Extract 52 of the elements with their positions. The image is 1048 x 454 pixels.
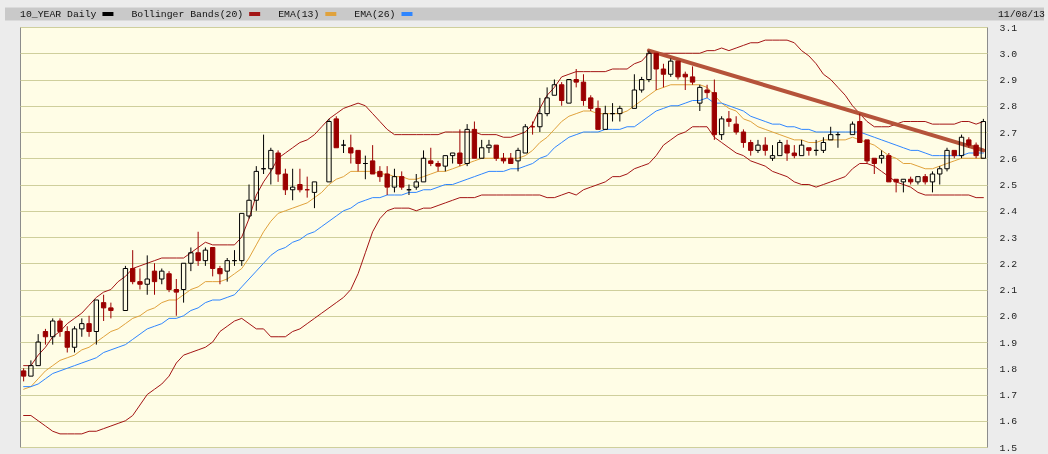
text: 11/08/13 (997, 9, 1046, 20)
candlestick (144, 254, 150, 296)
candlestick (508, 152, 514, 164)
candlestick (86, 315, 92, 338)
candlestick (878, 149, 885, 164)
legend-label: Bollinger Bands(20) (131, 9, 244, 20)
line-series (23, 126, 984, 435)
y-tick-label: 2.0 (999, 311, 1018, 323)
y-tick-label: 1.8 (999, 363, 1018, 375)
candlestick (457, 128, 463, 167)
y-tick-label: 2.3 (999, 232, 1018, 244)
y-tick-label: 2.7 (999, 127, 1018, 139)
candlestick (108, 302, 114, 319)
y-tick-label: 1.6 (999, 416, 1018, 428)
y-tick-label: 1.7 (999, 390, 1018, 401)
candlestick (566, 79, 572, 104)
candlestick (631, 73, 638, 109)
candlestick (369, 144, 376, 175)
y-tick-label: 2.2 (999, 258, 1018, 270)
candlestick (915, 176, 921, 185)
candlestick (646, 50, 652, 83)
candlestick (289, 168, 296, 201)
legend-label: EMA(26) (354, 9, 396, 20)
candlestick (755, 139, 761, 154)
candlestick (326, 118, 332, 183)
candlestick (704, 84, 710, 99)
candlestick (195, 231, 201, 267)
candlestick (311, 181, 318, 209)
y-tick-label: 2.5 (999, 180, 1018, 191)
candlestick (711, 79, 718, 141)
y-tick-label: 2.8 (999, 101, 1018, 113)
legend-label: EMA(13) (278, 9, 320, 20)
y-tick-label: 3.1 (999, 22, 1018, 34)
candlestick (726, 110, 732, 128)
candlestick (653, 52, 659, 91)
candlestick (464, 123, 470, 167)
candlestick (188, 247, 194, 272)
candlestick (180, 262, 187, 304)
y-tick-label: 3.0 (999, 48, 1018, 60)
y-tick-label: 1.5 (999, 442, 1018, 454)
candlestick (275, 149, 281, 183)
y-tick-label: 2.1 (999, 285, 1018, 296)
candlestick (297, 168, 303, 193)
candlestick (420, 149, 427, 183)
y-tick-label: 2.6 (999, 153, 1018, 165)
candlestick (449, 152, 456, 164)
candlestick (93, 299, 100, 346)
y-tick-label: 2.4 (999, 206, 1018, 218)
legend-label: 10_YEAR Daily (20, 9, 97, 20)
y-tick-label: 2.9 (999, 75, 1018, 86)
candlestick (806, 147, 812, 157)
y-tick-label: 1.9 (999, 337, 1018, 349)
